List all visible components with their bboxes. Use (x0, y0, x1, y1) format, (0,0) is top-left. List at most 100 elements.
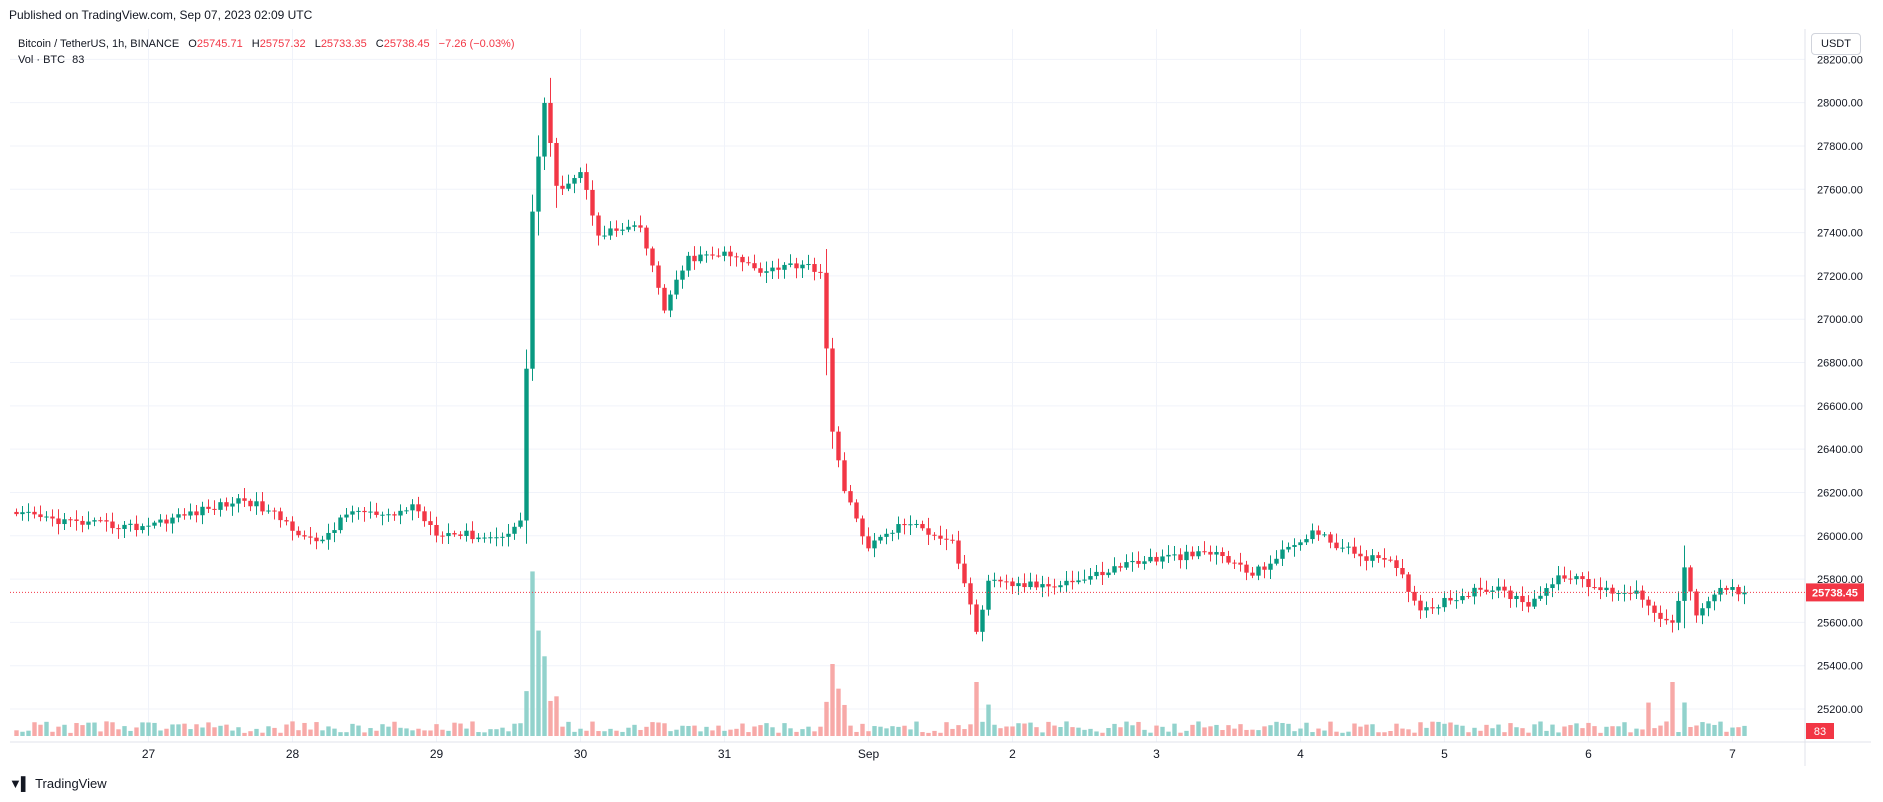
volume-bar (1424, 727, 1429, 736)
candle-body (962, 563, 967, 584)
volume-bar (260, 732, 265, 736)
volume-bar (1214, 724, 1219, 736)
high-value: 25757.32 (259, 38, 306, 50)
candle-body (602, 235, 607, 237)
candle-body (182, 514, 187, 516)
volume-bar (344, 732, 349, 736)
volume-bar (182, 723, 187, 736)
candle-body (1094, 571, 1099, 577)
volume-bar (632, 724, 637, 736)
candle-body (746, 262, 751, 264)
volume-bar (488, 729, 493, 736)
candle-body (674, 279, 679, 295)
candle-body (638, 225, 643, 228)
volume-bar (1700, 722, 1705, 736)
low-label: L (314, 38, 321, 50)
candle-body (68, 519, 73, 521)
volume-bar (152, 722, 157, 736)
candle-body (1382, 558, 1387, 560)
volume-bar (1340, 732, 1345, 736)
volume-bar (1316, 728, 1321, 736)
volume-bar (1130, 725, 1135, 736)
volume-bar (374, 730, 379, 736)
candle-body (500, 536, 505, 538)
candle-body (884, 533, 889, 537)
y-tick-label: 25800.00 (1817, 574, 1863, 586)
volume-bar (314, 722, 319, 736)
volume-bar (572, 731, 577, 736)
candle-body (1718, 587, 1723, 595)
candle-body (1418, 600, 1423, 611)
candle-body (722, 251, 727, 256)
volume-bar (878, 726, 883, 736)
candle-body (1310, 530, 1315, 540)
volume-bar (812, 731, 817, 736)
volume-bar (1370, 724, 1375, 736)
volume-bar (722, 730, 727, 736)
volume-bar (188, 729, 193, 736)
volume-bar (134, 727, 139, 736)
volume-bar (602, 731, 607, 736)
candle-body (632, 225, 637, 227)
volume-bar (590, 721, 595, 736)
candle-body (1406, 574, 1411, 592)
volume-bar (278, 732, 283, 736)
candle-body (1118, 566, 1123, 568)
volume-bar (1166, 731, 1171, 736)
candle-body (1088, 576, 1093, 580)
candle-body (878, 536, 883, 541)
candle-body (428, 521, 433, 525)
candle-body (1334, 542, 1339, 549)
currency-button[interactable]: USDT (1811, 33, 1861, 55)
volume-bar (494, 729, 499, 736)
volume-bar (854, 731, 859, 736)
volume-bar (926, 732, 931, 736)
candle-body (896, 524, 901, 533)
volume-bar (512, 723, 517, 736)
candle-body (86, 521, 91, 525)
symbol-label[interactable]: Bitcoin / TetherUS, 1h, BINANCE (18, 38, 180, 50)
candle-body (986, 580, 991, 610)
volume-bar (734, 728, 739, 736)
volume-bar (986, 704, 991, 736)
candle-body (782, 264, 787, 270)
candle-body (836, 431, 841, 461)
candle-body (1052, 586, 1057, 588)
volume-bar (458, 723, 463, 736)
candle-body (92, 520, 97, 522)
volume-label[interactable]: Vol · BTC (18, 54, 66, 66)
volume-bar (530, 571, 535, 736)
candle-body (122, 524, 127, 529)
volume-bar (1160, 726, 1165, 736)
volume-bar (326, 726, 331, 736)
candle-body (1298, 542, 1303, 546)
volume-bar (1646, 702, 1651, 736)
volume-bar (74, 723, 79, 736)
y-tick-label: 25200.00 (1817, 704, 1863, 716)
candle-body (890, 532, 895, 534)
x-tick-label: 30 (574, 747, 588, 761)
volume-bar (1232, 728, 1237, 736)
volume-bar (1478, 730, 1483, 736)
volume-bar (26, 730, 31, 736)
candle-body (1112, 566, 1117, 573)
candle-body (716, 255, 721, 257)
candle-body (1562, 575, 1567, 579)
volume-bar (1334, 731, 1339, 736)
candle-body (590, 189, 595, 216)
volume-bar (758, 725, 763, 736)
candle-body (944, 538, 949, 540)
volume-bar (506, 731, 511, 736)
volume-bar (1322, 730, 1327, 736)
volume-bar (668, 731, 673, 736)
volume-bar (638, 729, 643, 736)
volume-bar (86, 722, 91, 736)
candle-body (1100, 571, 1105, 576)
candle-body (1250, 572, 1255, 576)
volume-bar (1670, 682, 1675, 736)
candle-body (1664, 618, 1669, 621)
candle-body (284, 520, 289, 522)
candle-body (1730, 587, 1735, 590)
volume-bar (974, 682, 979, 736)
